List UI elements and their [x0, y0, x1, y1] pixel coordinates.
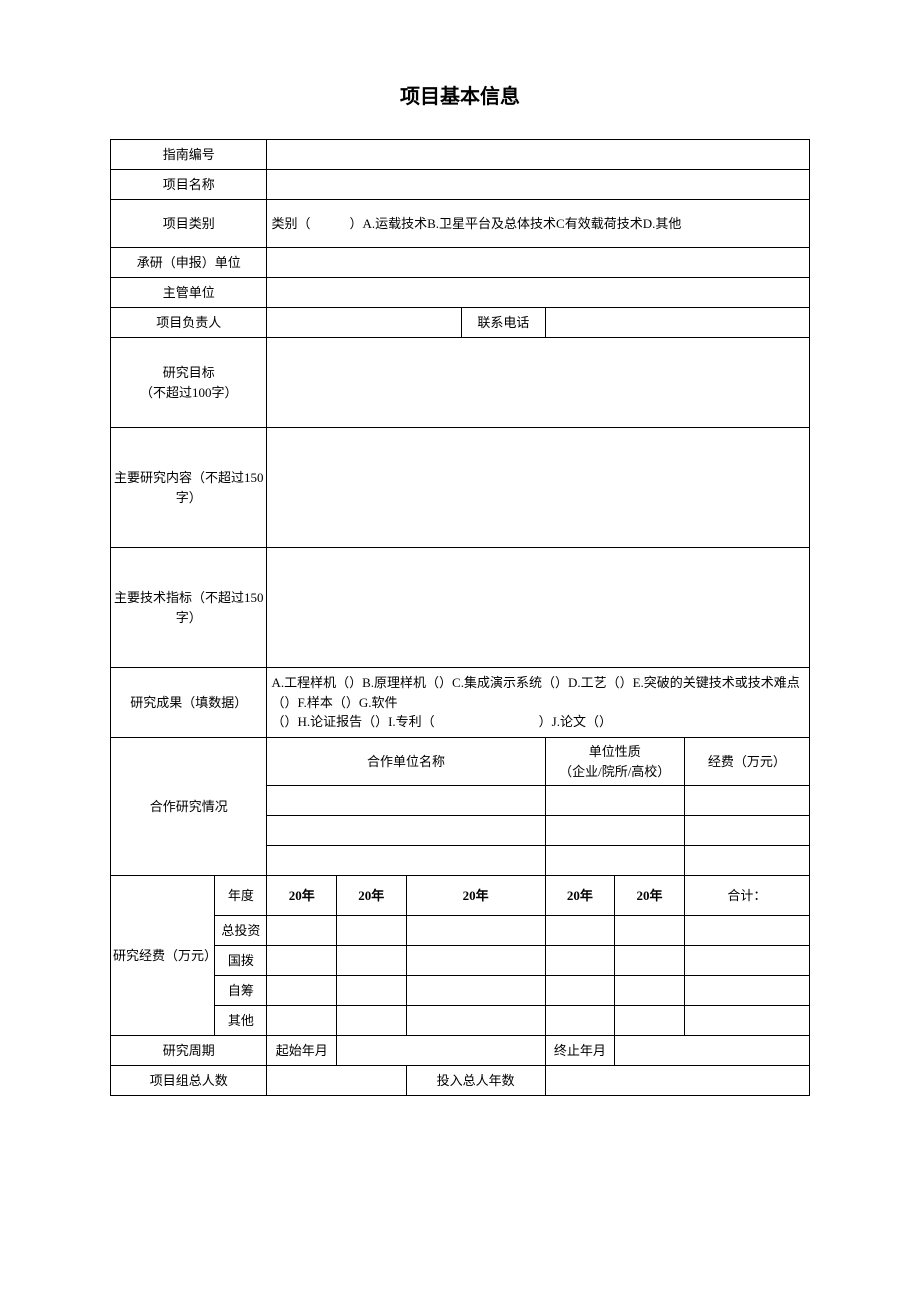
fund-cell[interactable]: [267, 916, 337, 946]
label-guide-number: 指南编号: [111, 140, 267, 170]
coop-row-nature[interactable]: [545, 816, 684, 846]
label-partner-name: 合作单位名称: [267, 738, 545, 786]
year-col-2: 20年: [337, 876, 407, 916]
fund-cell[interactable]: [337, 976, 407, 1006]
label-contact-phone: 联系电话: [462, 308, 545, 338]
coop-row-fund[interactable]: [684, 786, 809, 816]
fund-cell[interactable]: [545, 946, 615, 976]
label-self-raised: 自筹: [215, 976, 267, 1006]
field-main-indicators[interactable]: [267, 548, 810, 668]
field-main-content[interactable]: [267, 428, 810, 548]
field-project-category[interactable]: 类别（ ）A.运载技术B.卫星平台及总体技术C有效载荷技术D.其他: [267, 200, 810, 248]
label-project-leader: 项目负责人: [111, 308, 267, 338]
year-col-1: 20年: [267, 876, 337, 916]
fund-cell[interactable]: [684, 976, 809, 1006]
fund-cell[interactable]: [337, 946, 407, 976]
fund-cell[interactable]: [406, 1006, 545, 1036]
fund-cell[interactable]: [615, 916, 685, 946]
fund-cell[interactable]: [545, 976, 615, 1006]
fund-cell[interactable]: [406, 976, 545, 1006]
fund-cell[interactable]: [406, 946, 545, 976]
page-title: 项目基本信息: [110, 80, 810, 109]
label-state-allocation: 国拨: [215, 946, 267, 976]
project-info-table: 指南编号 项目名称 项目类别 类别（ ）A.运载技术B.卫星平台及总体技术C有效…: [110, 139, 810, 1096]
field-contact-phone[interactable]: [545, 308, 809, 338]
fund-cell[interactable]: [615, 1006, 685, 1036]
label-research-goal: 研究目标 （不超过100字）: [111, 338, 267, 428]
fund-cell[interactable]: [684, 1006, 809, 1036]
fund-cell[interactable]: [684, 946, 809, 976]
label-main-content: 主要研究内容（不超过150字）: [111, 428, 267, 548]
fund-cell[interactable]: [406, 916, 545, 946]
label-project-category: 项目类别: [111, 200, 267, 248]
fund-cell[interactable]: [267, 1006, 337, 1036]
field-guide-number[interactable]: [267, 140, 810, 170]
label-funding-wan: 经费（万元）: [684, 738, 809, 786]
label-other: 其他: [215, 1006, 267, 1036]
fund-cell[interactable]: [615, 976, 685, 1006]
field-applicant-unit[interactable]: [267, 248, 810, 278]
fund-cell[interactable]: [545, 1006, 615, 1036]
coop-row-name[interactable]: [267, 816, 545, 846]
label-end-date: 终止年月: [545, 1036, 615, 1066]
label-applicant-unit: 承研（申报）单位: [111, 248, 267, 278]
coop-row-name[interactable]: [267, 786, 545, 816]
label-supervisor-unit: 主管单位: [111, 278, 267, 308]
label-cooperation: 合作研究情况: [111, 738, 267, 876]
field-project-leader[interactable]: [267, 308, 462, 338]
fund-cell[interactable]: [615, 946, 685, 976]
fund-cell[interactable]: [337, 916, 407, 946]
label-research-period: 研究周期: [111, 1036, 267, 1066]
coop-row-fund[interactable]: [684, 846, 809, 876]
label-research-results: 研究成果（填数据）: [111, 668, 267, 738]
coop-row-name[interactable]: [267, 846, 545, 876]
fund-cell[interactable]: [267, 976, 337, 1006]
fund-cell[interactable]: [337, 1006, 407, 1036]
field-research-goal[interactable]: [267, 338, 810, 428]
field-research-results[interactable]: A.工程样机（）B.原理样机（）C.集成演示系统（）D.工艺（）E.突破的关键技…: [267, 668, 810, 738]
label-year: 年度: [215, 876, 267, 916]
label-total-investment: 总投资: [215, 916, 267, 946]
field-supervisor-unit[interactable]: [267, 278, 810, 308]
label-total-people: 项目组总人数: [111, 1066, 267, 1096]
coop-row-fund[interactable]: [684, 816, 809, 846]
fund-cell[interactable]: [267, 946, 337, 976]
label-unit-nature: 单位性质 （企业/院所/高校）: [545, 738, 684, 786]
coop-row-nature[interactable]: [545, 846, 684, 876]
year-col-5: 20年: [615, 876, 685, 916]
field-project-name[interactable]: [267, 170, 810, 200]
label-research-funding: 研究经费（万元）: [111, 876, 215, 1036]
field-total-people[interactable]: [267, 1066, 406, 1096]
year-col-3: 20年: [406, 876, 545, 916]
label-start-date: 起始年月: [267, 1036, 337, 1066]
field-total-person-years[interactable]: [545, 1066, 809, 1096]
label-total-person-years: 投入总人年数: [406, 1066, 545, 1096]
label-project-name: 项目名称: [111, 170, 267, 200]
field-end-date[interactable]: [615, 1036, 810, 1066]
year-col-4: 20年: [545, 876, 615, 916]
field-start-date[interactable]: [337, 1036, 546, 1066]
fund-cell[interactable]: [684, 916, 809, 946]
label-main-indicators: 主要技术指标（不超过150字）: [111, 548, 267, 668]
fund-cell[interactable]: [545, 916, 615, 946]
coop-row-nature[interactable]: [545, 786, 684, 816]
label-total: 合计：: [684, 876, 809, 916]
